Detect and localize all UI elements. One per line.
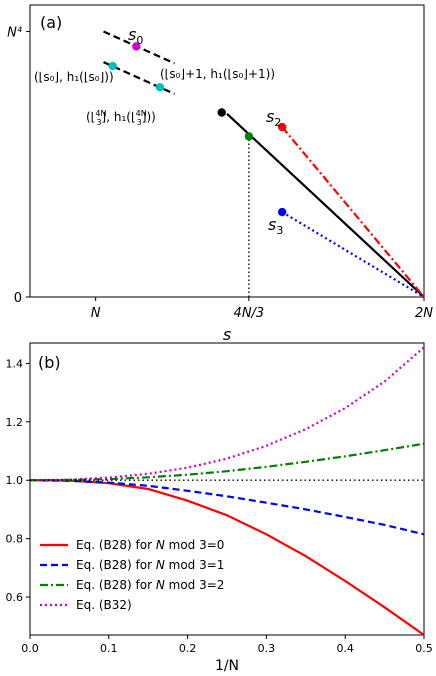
s3-label: s3 xyxy=(268,215,283,237)
panel-b-xtick-label: 0.1 xyxy=(100,642,118,655)
green-point xyxy=(244,132,254,141)
s2-point xyxy=(277,122,287,132)
legend-label: Eq. (B28) for N mod 3=2 xyxy=(76,578,224,592)
panel-a-xlabel: s xyxy=(223,325,231,344)
panel-b-xlabel: 1/N xyxy=(215,658,239,674)
panel-a-ytick-label: N⁴ xyxy=(7,26,23,41)
panel-b-ytick-label: 1.0 xyxy=(6,474,24,487)
s0-label: s0 xyxy=(128,25,143,47)
cyan-right-point xyxy=(155,83,165,92)
black-point xyxy=(217,108,226,117)
panel-b-ticks: 0.0 0.1 0.2 0.3 0.4 0.5 0.6 0.8 1.0 1.2 1.4 xyxy=(6,357,433,655)
left-pair-label: (⌊s₀⌋, h₁(⌊s₀⌋)) xyxy=(34,70,114,84)
panel-b-ytick-label: 0.6 xyxy=(6,591,24,604)
panel-a-xtick-label: 2N xyxy=(415,306,433,321)
legend-label: Eq. (B28) for N mod 3=0 xyxy=(76,538,224,552)
main-line-line xyxy=(226,112,425,298)
panel-b-legend: Eq. (B28) for N mod 3=0 Eq. (B28) for N m… xyxy=(40,538,224,612)
panel-b: (b) 0.0 0.1 0.2 0.3 0.4 0.5 0.6 0.8 1.0 1.2 1.4 Eq… xyxy=(6,342,433,674)
panel-b-ytick-label: 1.4 xyxy=(6,357,24,370)
panel-b-xtick-label: 0.0 xyxy=(21,642,39,655)
floor-pair-label: (⌊4N 3⌋, h₁(⌊4N 3⌋)) xyxy=(86,109,156,127)
panel-b-series-3 xyxy=(29,346,425,482)
panel-a-ytick-label: 0 xyxy=(14,291,22,306)
panel-a-xtick-label: 4N/3 xyxy=(234,306,265,321)
panel-a: (a) N 4N/3 2N 0 N⁴ s0 (⌊s₀⌋, h₁(⌊s₀⌋)) (⌊s₀⌋… xyxy=(7,4,433,344)
panel-b-series xyxy=(29,346,425,636)
right-pair-label: (⌊s₀⌋+1, h₁(⌊s₀⌋+1)) xyxy=(160,67,275,81)
legend-label: Eq. (B32) xyxy=(76,598,132,612)
panel-b-series-0 xyxy=(29,479,425,636)
s2-line-line xyxy=(281,126,425,298)
panel-b-xtick-label: 0.3 xyxy=(258,642,276,655)
panel-a-ticks: N 4N/3 2N 0 N⁴ xyxy=(7,26,433,321)
cyan-left-point xyxy=(108,61,117,71)
s0-point xyxy=(132,42,141,51)
legend-label: Eq. (B28) for N mod 3=1 xyxy=(76,558,224,572)
panel-b-ytick-label: 0.8 xyxy=(6,533,24,546)
panel-b-label: (b) xyxy=(38,353,61,372)
panel-a-points xyxy=(108,42,287,217)
panel-b-xtick-label: 0.5 xyxy=(415,642,433,655)
panel-b-series-2 xyxy=(29,442,425,482)
panel-a-xtick-label: N xyxy=(91,306,101,321)
panel-b-xtick-label: 0.2 xyxy=(179,642,197,655)
panel-b-ytick-label: 1.2 xyxy=(6,416,24,429)
panel-a-frame xyxy=(29,4,425,298)
panel-b-frame xyxy=(29,342,425,636)
panel-b-series-1 xyxy=(29,479,425,536)
s2-label: s2 xyxy=(266,107,281,129)
s3-point xyxy=(277,207,287,217)
s3-line-line xyxy=(281,211,425,298)
panel-a-label: (a) xyxy=(40,13,62,32)
panel-b-xtick-label: 0.4 xyxy=(336,642,354,655)
